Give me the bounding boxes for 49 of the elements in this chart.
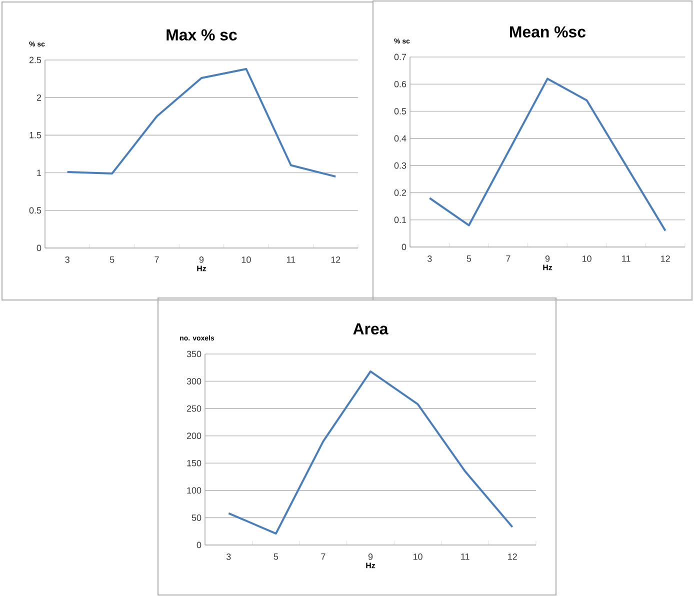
y-tick-label: 0.1	[394, 216, 406, 224]
x-tick-label: 7	[321, 554, 326, 560]
y-tick-label: 0	[36, 244, 42, 252]
y-tick-label: 2.5	[29, 56, 42, 64]
x-tick-label: 12	[331, 256, 340, 263]
chart-title: Area	[353, 323, 388, 334]
y-tick-label: 200	[186, 432, 202, 440]
y-tick-label: 0	[196, 542, 202, 548]
chart-title: Max % sc	[166, 29, 237, 40]
x-tick-label: 10	[413, 554, 422, 560]
x-tick-label: 11	[286, 256, 296, 263]
y-tick-label: 2	[36, 94, 42, 101]
x-tick-label: 12	[508, 554, 517, 560]
x-tick-label: 3	[65, 256, 70, 263]
x-tick-label: 10	[242, 256, 251, 263]
x-tick-label: 9	[368, 554, 373, 560]
x-tick-label: 10	[582, 256, 592, 262]
line-series	[66, 68, 337, 178]
line-series	[228, 370, 514, 535]
y-tick-label: 50	[192, 514, 202, 521]
x-tick-label: 7	[506, 256, 510, 262]
y-tick-label: 0.4	[394, 135, 406, 142]
y-tick-label: 250	[186, 405, 202, 412]
y-tick-label: 1	[37, 170, 42, 176]
y-tick-label: 0	[402, 244, 406, 250]
y-tick-label: 150	[187, 460, 202, 466]
y-tick-label: 350	[186, 350, 202, 358]
x-tick-label: 5	[110, 256, 114, 263]
y-tick-label: 0.5	[29, 207, 42, 214]
x-tick-label: 11	[461, 554, 470, 560]
y-tick-label: 0.3	[394, 162, 406, 169]
x-tick-label: 3	[428, 256, 432, 262]
x-tick-label: 3	[226, 554, 231, 560]
x-tick-label: 9	[199, 256, 204, 263]
y-tick-label: 100	[187, 487, 202, 494]
x-tick-label: 5	[466, 256, 472, 262]
y-tick-label: 0.2	[394, 190, 406, 196]
x-tick-label: 9	[545, 256, 550, 262]
x-tick-label: 7	[154, 256, 159, 263]
x-tick-label: 12	[661, 256, 670, 262]
x-tick-label: 5	[274, 554, 278, 560]
x-tick-label: 11	[622, 256, 630, 262]
line-series	[428, 78, 666, 232]
y-tick-label: 0.5	[394, 108, 406, 114]
y-tick-label: 0.7	[394, 54, 406, 60]
y-tick-label: 0.6	[394, 80, 406, 88]
chart-title: Mean %sc	[510, 26, 586, 38]
y-tick-label: 1.5	[30, 132, 42, 138]
y-tick-label: 300	[186, 378, 202, 384]
